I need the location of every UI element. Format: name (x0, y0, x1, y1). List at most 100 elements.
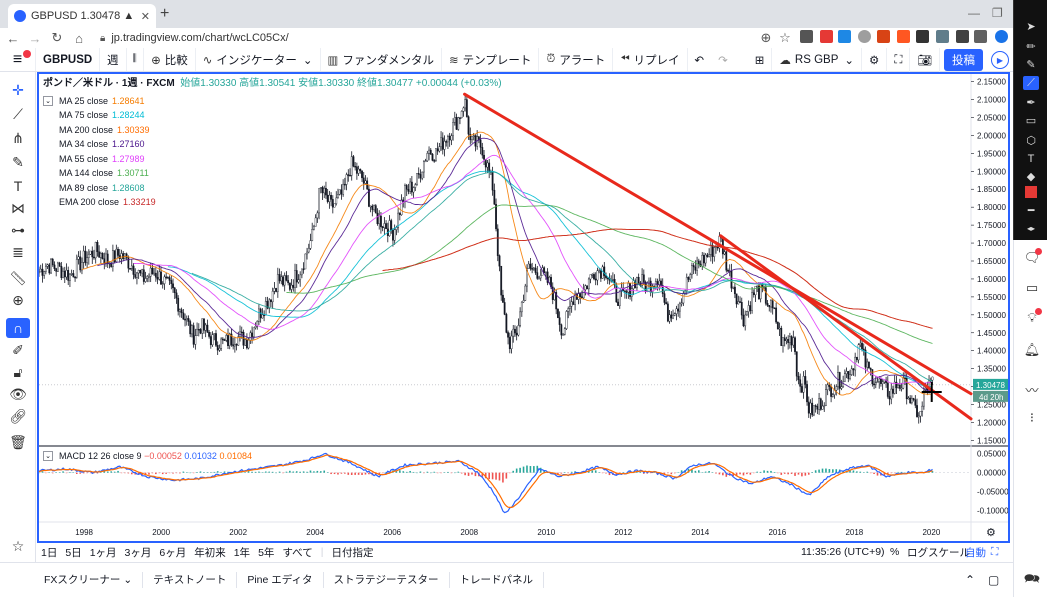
notifications-icon[interactable]: 🗪︎ (1023, 571, 1041, 586)
marker-icon[interactable]: ✎ (1026, 59, 1036, 71)
ma-legend-item[interactable]: MA 144 close 1.30711 (43, 166, 502, 181)
trash-icon[interactable]: 🗑︎ (9, 433, 27, 450)
range-button[interactable]: 5日 (65, 546, 82, 559)
text-tool-icon[interactable]: T (1027, 153, 1035, 165)
forward-icon[interactable]: → (28, 30, 42, 46)
eye-icon[interactable]: 👁︎ (9, 385, 27, 402)
replay-button[interactable]: ⏪︎ リプレイ (613, 48, 688, 71)
line-width-icon[interactable]: ━ (1027, 205, 1035, 217)
ma-legend-item[interactable]: MA 75 close 1.28244 (43, 108, 502, 123)
fullscreen-button[interactable]: ⛶ (887, 48, 911, 72)
ma-legend-item[interactable]: ⌄ MA 25 close 1.28641 (43, 94, 502, 109)
ideas-icon[interactable]: 💡︎ (1022, 308, 1042, 328)
compare-button[interactable]: ⊕ 比較 (144, 48, 196, 71)
range-button[interactable]: すべて (282, 546, 313, 559)
range-button[interactable]: 1年 (233, 546, 251, 559)
ma-legend-item[interactable]: MA 55 close 1.27989 (43, 152, 502, 167)
publish-button[interactable]: 投稿 (944, 49, 983, 71)
brush-icon[interactable]: ✎ (12, 153, 24, 170)
chat-icon[interactable]: 🗨︎ (1023, 248, 1042, 265)
panel-tab[interactable]: トレードパネル (450, 572, 545, 588)
lock-drawings-icon[interactable]: ✐ (12, 341, 24, 358)
icons-tool-icon[interactable]: ≣ (12, 243, 24, 260)
unlock-icon[interactable]: 🔓︎ (13, 363, 23, 380)
collapse-panel-icon[interactable]: ⌃ (965, 573, 976, 587)
range-button[interactable]: 年初来 (194, 546, 226, 559)
auto-scale-button[interactable]: 自動 (965, 546, 986, 559)
settings-button[interactable]: ⚙︎ (862, 48, 888, 72)
alerts-bell-icon[interactable]: 🔔︎ (1023, 342, 1041, 357)
magnet-icon[interactable]: ∩ (6, 318, 30, 338)
extension-icon[interactable] (877, 30, 890, 43)
panel-tab[interactable]: FXスクリーナー ⌄ (34, 572, 144, 588)
extension-icon[interactable] (838, 30, 851, 43)
url-field[interactable]: 🔒︎ jp.tradingview.com/chart/wcLC05Cx/ (100, 32, 289, 44)
fundamentals-button[interactable]: ▥ ファンダメンタル (321, 48, 443, 71)
redo-button[interactable]: ↷ (711, 48, 735, 71)
close-tab-icon[interactable]: ✕ (140, 10, 150, 23)
trend-line[interactable] (463, 92, 973, 396)
panel-tab[interactable]: テキストノート (143, 572, 238, 588)
crosshair-icon[interactable]: ✛ (12, 81, 24, 98)
home-icon[interactable]: ⌂ (75, 30, 83, 46)
watchlist-star-icon[interactable]: ☆ (11, 537, 25, 554)
log-scale-button[interactable]: ログスケール (907, 546, 970, 559)
panel-tab[interactable]: ストラテジーテスター (324, 572, 450, 588)
collapse-toggle-icon[interactable]: ⌄ (43, 451, 53, 461)
extension-icon[interactable] (974, 30, 987, 43)
interval-button[interactable]: 週 (100, 48, 127, 71)
line-tool-icon[interactable]: ⟋ (1023, 76, 1039, 90)
text-icon[interactable]: T (13, 178, 23, 194)
minimize-button[interactable]: — (968, 6, 980, 20)
range-button[interactable]: 6ヶ月 (159, 546, 187, 559)
pattern-icon[interactable]: ⋈ (11, 199, 25, 216)
signals-icon[interactable]: 〰 (1025, 383, 1039, 398)
percent-scale-button[interactable]: % (890, 546, 900, 558)
range-button[interactable]: 1ヶ月 (89, 546, 117, 559)
layout-select-button[interactable]: ⊞ (748, 48, 773, 72)
maximize-panel-icon[interactable]: ▢ (988, 573, 1000, 587)
profile-avatar[interactable] (995, 30, 1008, 43)
ma-legend-item[interactable]: MA 200 close 1.30339 (43, 123, 502, 138)
color-swatch-icon[interactable] (1025, 186, 1037, 198)
highlighter-icon[interactable]: ✒︎ (1026, 97, 1036, 109)
ma-legend-item[interactable]: EMA 200 close 1.33219 (43, 195, 502, 210)
prediction-icon[interactable]: ⊶ (11, 221, 25, 238)
chart-pane[interactable]: 2.15000 2.10000 2.05000 2.00000 1.95000 1.900… (37, 72, 1010, 543)
ruler-icon[interactable]: 📏︎ (9, 269, 27, 286)
trend-line[interactable] (719, 234, 973, 421)
layout-name-button[interactable]: ☁︎ RS GBP ⌄ (772, 48, 863, 72)
pen-icon[interactable]: ✏︎ (1026, 41, 1036, 53)
restore-button[interactable]: ❐ (992, 6, 1003, 20)
collapse-toggle-icon[interactable]: ⌄ (43, 95, 53, 106)
cursor-icon[interactable]: ➤ (1026, 21, 1036, 33)
bookmark-star-icon[interactable]: ☆ (779, 30, 791, 45)
pitchfork-icon[interactable]: ⋔ (12, 129, 24, 146)
undo-button[interactable]: ↶ (688, 48, 712, 71)
eraser-icon[interactable]: ◆ (1026, 171, 1036, 183)
comments-icon[interactable]: ▭ (1025, 280, 1039, 295)
shapes-icon[interactable]: ⬡ (1026, 135, 1036, 147)
extension-icon[interactable] (820, 30, 833, 43)
expand-icon[interactable]: ⛶ (991, 545, 999, 558)
main-menu-button[interactable]: ≡ (0, 48, 36, 71)
range-button[interactable]: 5年 (258, 546, 275, 559)
new-tab-button[interactable]: + (160, 5, 170, 22)
clock[interactable]: 11:35:26 (UTC+9) (801, 546, 885, 558)
link-icon[interactable]: 🔗︎ (9, 407, 27, 424)
hotlist-icon[interactable]: ⁝ (1029, 410, 1035, 425)
zoom-in-icon[interactable]: ⊕ (12, 291, 24, 308)
range-button[interactable]: 1日 (41, 546, 58, 559)
expand-arrows-icon[interactable]: ◂▸ (1026, 224, 1036, 233)
zoom-icon[interactable]: ⊕ (760, 30, 772, 45)
extension-icon[interactable] (936, 30, 949, 43)
back-icon[interactable]: ← (6, 30, 20, 46)
trend-line-icon[interactable]: ⟋ (13, 105, 23, 122)
alert-button[interactable]: ⏰︎ アラート (539, 48, 614, 71)
ma-legend-item[interactable]: MA 89 close 1.28608 (43, 181, 502, 196)
templates-button[interactable]: ≋ テンプレート (442, 48, 540, 71)
reload-icon[interactable]: ↻ (51, 30, 63, 45)
play-icon[interactable]: ▶ (991, 51, 1009, 69)
goto-date-button[interactable]: 日付指定 (331, 546, 374, 559)
extension-icon[interactable] (800, 30, 813, 43)
